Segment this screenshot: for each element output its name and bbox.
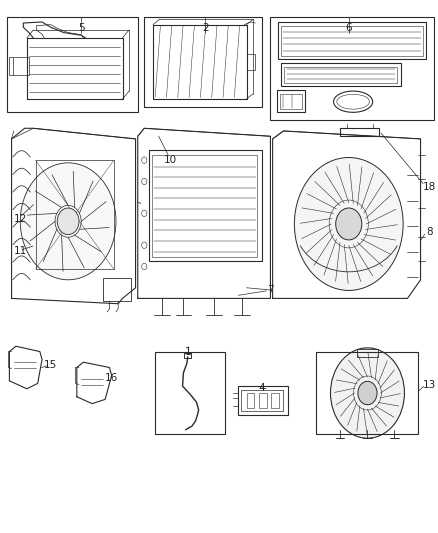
Text: 7: 7: [267, 286, 274, 295]
Text: 12: 12: [14, 214, 27, 224]
Bar: [271, 393, 279, 408]
Text: 1: 1: [184, 346, 191, 357]
Circle shape: [141, 157, 147, 164]
Bar: [284, 67, 398, 83]
Bar: [152, 155, 258, 257]
Bar: [103, 278, 131, 301]
Text: 18: 18: [423, 182, 436, 192]
Bar: [35, 160, 114, 269]
Circle shape: [141, 242, 147, 248]
Bar: [247, 393, 254, 408]
Bar: [7, 17, 138, 112]
Bar: [270, 17, 434, 120]
Text: 4: 4: [258, 383, 265, 393]
Bar: [238, 386, 288, 415]
Bar: [316, 352, 418, 434]
Bar: [13, 56, 29, 75]
Text: 10: 10: [164, 155, 177, 165]
Circle shape: [141, 263, 147, 270]
Bar: [278, 22, 426, 59]
Text: 2: 2: [202, 23, 208, 34]
Text: 8: 8: [426, 227, 433, 237]
Circle shape: [141, 178, 147, 184]
Circle shape: [358, 381, 377, 405]
Bar: [277, 90, 305, 112]
Bar: [340, 128, 379, 136]
Bar: [357, 349, 378, 357]
Bar: [155, 352, 225, 434]
Text: 13: 13: [423, 379, 436, 390]
Bar: [144, 17, 262, 107]
Circle shape: [141, 210, 147, 216]
Bar: [148, 150, 262, 261]
Circle shape: [331, 348, 404, 438]
Bar: [281, 26, 423, 56]
Bar: [241, 390, 283, 411]
Circle shape: [57, 208, 79, 235]
Bar: [259, 393, 267, 408]
Text: 16: 16: [105, 373, 118, 383]
Circle shape: [336, 208, 362, 240]
Bar: [184, 353, 191, 359]
Text: 15: 15: [44, 360, 57, 370]
Text: 6: 6: [346, 23, 352, 34]
Text: 11: 11: [14, 246, 27, 255]
Bar: [281, 63, 401, 86]
Text: 5: 5: [78, 23, 85, 34]
Bar: [280, 94, 302, 109]
Circle shape: [294, 158, 403, 290]
Circle shape: [20, 163, 116, 280]
